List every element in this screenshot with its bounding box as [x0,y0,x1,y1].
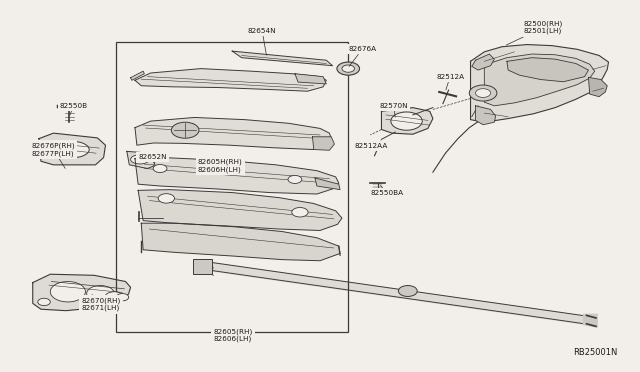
Polygon shape [588,77,607,97]
Circle shape [105,292,124,303]
Text: 82605(RH)
82606(LH): 82605(RH) 82606(LH) [213,327,253,343]
Polygon shape [476,106,495,125]
Text: 82550BA: 82550BA [370,185,403,196]
Polygon shape [138,190,342,231]
Circle shape [337,62,360,75]
Polygon shape [131,71,145,80]
Text: 82670(RH)
82671(LH): 82670(RH) 82671(LH) [82,295,121,311]
Circle shape [391,112,422,130]
Ellipse shape [53,141,89,158]
Text: RB25001N: RB25001N [573,348,618,357]
Text: 82652N: 82652N [138,154,167,163]
Polygon shape [141,223,340,261]
Text: 82512AA: 82512AA [355,143,388,149]
Circle shape [158,194,175,203]
Polygon shape [470,45,609,122]
Text: 82676P(RH)
82677P(LH): 82676P(RH) 82677P(LH) [31,142,75,169]
Polygon shape [295,74,326,84]
Circle shape [288,176,302,183]
Circle shape [153,164,167,173]
Text: 82605H(RH)
82606H(LH): 82605H(RH) 82606H(LH) [198,159,243,174]
Polygon shape [135,118,332,150]
Circle shape [116,294,129,301]
Text: 82550B: 82550B [60,103,88,115]
Polygon shape [135,68,326,91]
Text: 82500(RH)
82501(LH): 82500(RH) 82501(LH) [506,20,563,45]
Text: 82654N: 82654N [248,28,276,55]
Polygon shape [33,274,131,311]
Polygon shape [127,151,156,169]
Polygon shape [232,51,333,66]
Bar [116,42,348,332]
Circle shape [476,89,491,97]
Polygon shape [315,178,340,190]
Circle shape [292,208,308,217]
Polygon shape [472,54,494,70]
Bar [193,259,212,274]
Circle shape [172,122,199,138]
Polygon shape [507,58,588,82]
Text: 82570N: 82570N [380,103,408,117]
Polygon shape [381,108,433,134]
Circle shape [469,85,497,101]
Circle shape [86,286,115,302]
Text: 82676A: 82676A [348,46,376,67]
Polygon shape [584,314,597,327]
Ellipse shape [131,155,149,164]
Circle shape [51,282,85,302]
Polygon shape [39,133,106,165]
Polygon shape [312,137,335,150]
Polygon shape [135,158,339,194]
Circle shape [38,298,51,305]
Circle shape [342,65,355,72]
Text: 82512A: 82512A [436,74,464,90]
Circle shape [398,286,417,296]
Polygon shape [484,54,595,106]
